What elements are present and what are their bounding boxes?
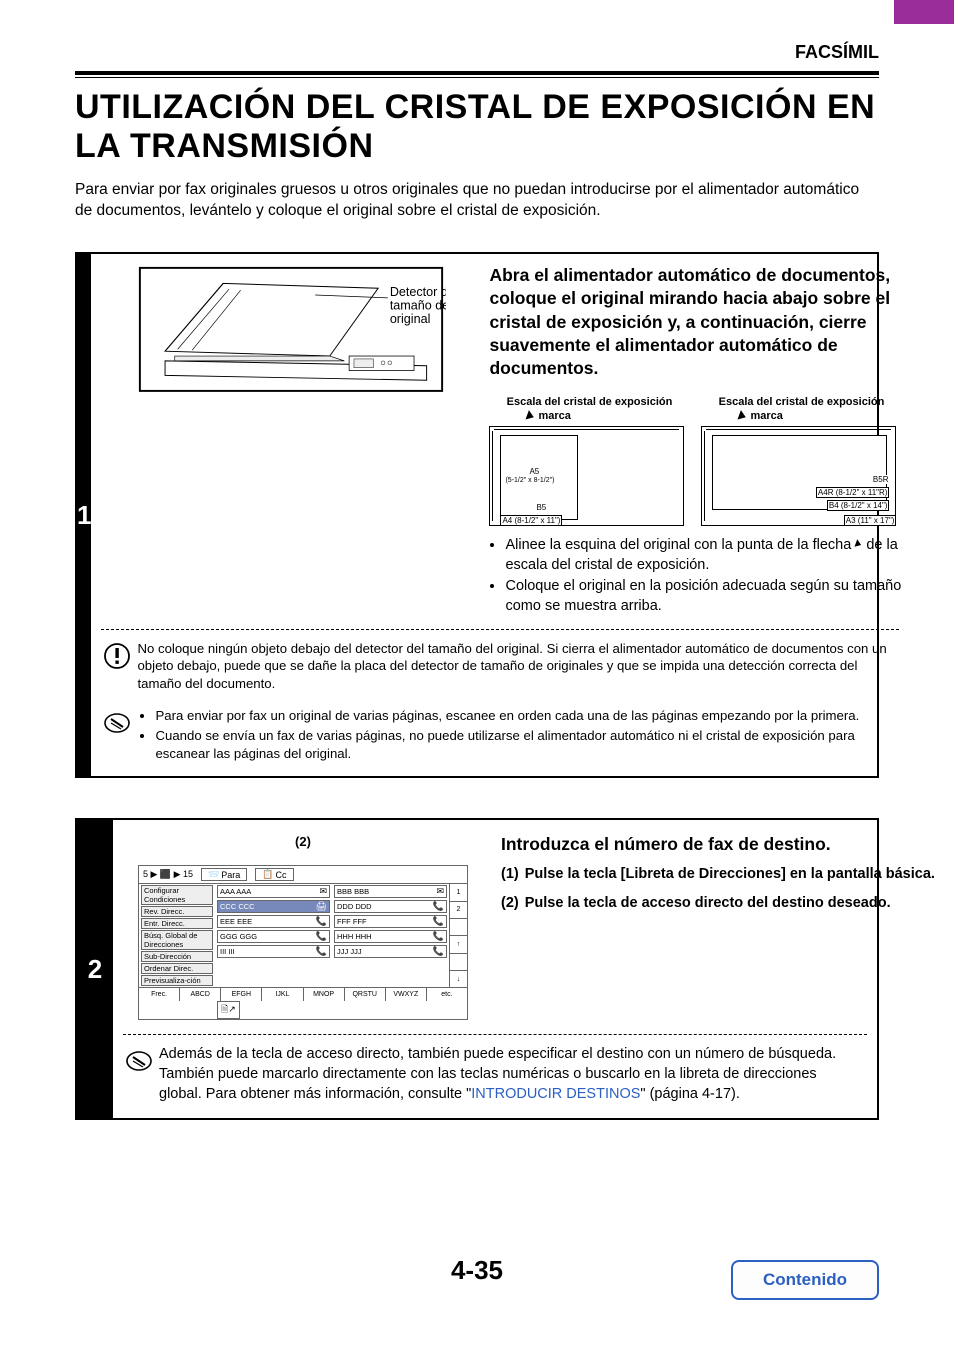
step-1-box: 1 <box>75 252 879 778</box>
bullet-1a: Alinee la esquina del original con la pu… <box>505 537 855 553</box>
alpha-tab[interactable]: ABCD <box>180 988 221 1001</box>
cc-button[interactable]: Cc <box>276 870 287 880</box>
step-2-callout: (2) <box>123 834 483 849</box>
ui-counter: 5 ▶ ⬛ ▶ 15 <box>143 869 193 880</box>
note-li-1: Para enviar por fax un original de varia… <box>155 707 895 725</box>
ui-left-button[interactable]: Ordenar Direc. <box>141 963 213 974</box>
mark-icon <box>526 410 536 422</box>
ui-left-button[interactable]: Configurar Condiciones <box>141 885 213 905</box>
scroll-cell[interactable]: ↑ <box>450 936 467 953</box>
ui-left-button[interactable]: Previsualiza-ción <box>141 975 213 986</box>
address-entry[interactable]: CCC CCC🖨 <box>217 900 330 913</box>
page-title: UTILIZACIÓN DEL CRISTAL DE EXPOSICIÓN EN… <box>75 88 879 166</box>
ui-left-button[interactable]: Rev. Direcc. <box>141 906 213 917</box>
contents-button[interactable]: Contenido <box>731 1260 879 1300</box>
step-1-instruction: Abra el alimentador automático de docume… <box>489 264 901 380</box>
scale-box-left: A5 (5-1/2" x 8-1/2") B5 A4 (8-1/2" x 11"… <box>489 426 684 526</box>
preview-icon[interactable]: 🗎↗ <box>217 1001 240 1019</box>
sub2-text: Pulse la tecla de acceso directo del des… <box>525 894 891 913</box>
mark-icon <box>738 410 748 422</box>
scale-title-right: Escala del cristal de exposición <box>701 396 901 408</box>
address-entry[interactable]: EEE EEE📞 <box>217 915 330 928</box>
rule-thick <box>75 71 879 75</box>
marca-label-right: marca <box>750 410 782 422</box>
address-entry[interactable]: HHH HHH📞 <box>334 930 447 943</box>
sub1-num: (1) <box>501 865 519 884</box>
intro-paragraph: Para enviar por fax originales gruesos u… <box>75 180 879 222</box>
size-b5: B5 <box>535 503 547 512</box>
step-1-number: 1 <box>77 254 91 776</box>
alpha-tab[interactable]: etc. <box>427 988 467 1001</box>
ui-left-button[interactable]: Entr. Direcc. <box>141 918 213 929</box>
section-label: FACSÍMIL <box>0 42 879 63</box>
scroll-cell[interactable] <box>450 919 467 936</box>
note-icon <box>97 707 137 737</box>
section-color-tab <box>894 0 954 24</box>
address-entry[interactable]: BBB BBB✉ <box>334 885 447 898</box>
scanner-diagram: Detector del tamaño del original <box>111 264 471 619</box>
step-1-bullets: Alinee la esquina del original con la pu… <box>489 536 901 616</box>
note-li-2: Cuando se envía un fax de varias páginas… <box>155 727 895 763</box>
scale-box-right: B5R A4R (8-1/2" x 11"R) B4 (8-1/2" x 14"… <box>701 426 896 526</box>
step2-note-b: " (página 4-17). <box>640 1086 739 1102</box>
address-entry[interactable]: GGG GGG📞 <box>217 930 330 943</box>
size-a4r: A4R (8-1/2" x 11"R) <box>816 487 890 498</box>
para-button[interactable]: Para <box>221 870 240 880</box>
address-entry[interactable]: JJJ JJJ📞 <box>334 945 447 958</box>
scroll-cell[interactable]: 2 <box>450 902 467 919</box>
size-b4: B4 (8-1/2" x 14") <box>827 500 890 511</box>
bullet-2: Coloque el original en la posición adecu… <box>505 577 901 616</box>
address-entry[interactable]: FFF FFF📞 <box>334 915 447 928</box>
sub1-text: Pulse la tecla [Libreta de Direcciones] … <box>525 865 935 884</box>
warning-icon <box>97 640 137 670</box>
note-icon <box>119 1045 159 1075</box>
scroll-cell[interactable]: ↓ <box>450 971 467 987</box>
ui-alpha-tabs[interactable]: Frec.ABCDEFGHIJKLMNOPQRSTUVWXYZetc. <box>139 987 467 1001</box>
detector-callout-l3: original <box>390 312 431 326</box>
warning-text: No coloque ningún objeto debajo del dete… <box>137 640 895 693</box>
ui-left-button[interactable]: Sub-Dirección <box>141 951 213 962</box>
size-a5-dim: (5-1/2" x 8-1/2") <box>504 477 555 484</box>
alpha-tab[interactable]: QRSTU <box>345 988 386 1001</box>
address-entry[interactable]: AAA AAA✉ <box>217 885 330 898</box>
scale-panels: Escala del cristal de exposición marca A… <box>489 396 901 526</box>
sub2-num: (2) <box>501 894 519 913</box>
alpha-tab[interactable]: EFGH <box>221 988 262 1001</box>
size-a3: A3 (11" x 17") <box>844 515 897 526</box>
link-introducir-destinos[interactable]: INTRODUCIR DESTINOS <box>471 1086 640 1102</box>
ui-left-column: Configurar CondicionesRev. Direcc.Entr. … <box>139 884 215 987</box>
scale-title-left: Escala del cristal de exposición <box>489 396 689 408</box>
ui-addr-grid: AAA AAA✉ BBB BBB✉ CCC CCC🖨 DDD DDD📞 EEE EEE📞… <box>215 884 449 987</box>
address-entry[interactable]: DDD DDD📞 <box>334 900 447 913</box>
size-a5: A5 <box>528 467 540 476</box>
ui-left-button[interactable]: Búsq. Global de Direcciones <box>141 930 213 950</box>
header-bar <box>0 0 954 24</box>
size-a4: A4 (8-1/2" x 11") <box>500 515 562 526</box>
alpha-tab[interactable]: Frec. <box>139 988 180 1001</box>
alpha-tab[interactable]: IJKL <box>262 988 303 1001</box>
address-entry[interactable]: III III📞 <box>217 945 330 958</box>
scroll-cell[interactable] <box>450 954 467 971</box>
step-2-heading: Introduzca el número de fax de destino. <box>501 834 867 855</box>
address-book-panel: 5 ▶ ⬛ ▶ 15 📨 Para 📋 Cc Configurar Condic… <box>138 865 468 1020</box>
detector-callout-l1: Detector del <box>390 285 446 299</box>
scroll-cell[interactable]: 1 <box>450 884 467 901</box>
marca-label-left: marca <box>538 410 570 422</box>
alpha-tab[interactable]: MNOP <box>304 988 345 1001</box>
step-2-number: 2 <box>77 820 113 1118</box>
ui-scroll-col[interactable]: 12 ↑ ↓ <box>449 884 467 987</box>
rule-thin <box>75 77 879 78</box>
detector-callout-l2: tamaño del <box>390 299 446 313</box>
size-b5r: B5R <box>872 475 890 484</box>
step-2-box: 2 (2) 5 ▶ ⬛ ▶ 15 📨 Para 📋 Cc Configur <box>75 818 879 1120</box>
alpha-tab[interactable]: VWXYZ <box>386 988 427 1001</box>
